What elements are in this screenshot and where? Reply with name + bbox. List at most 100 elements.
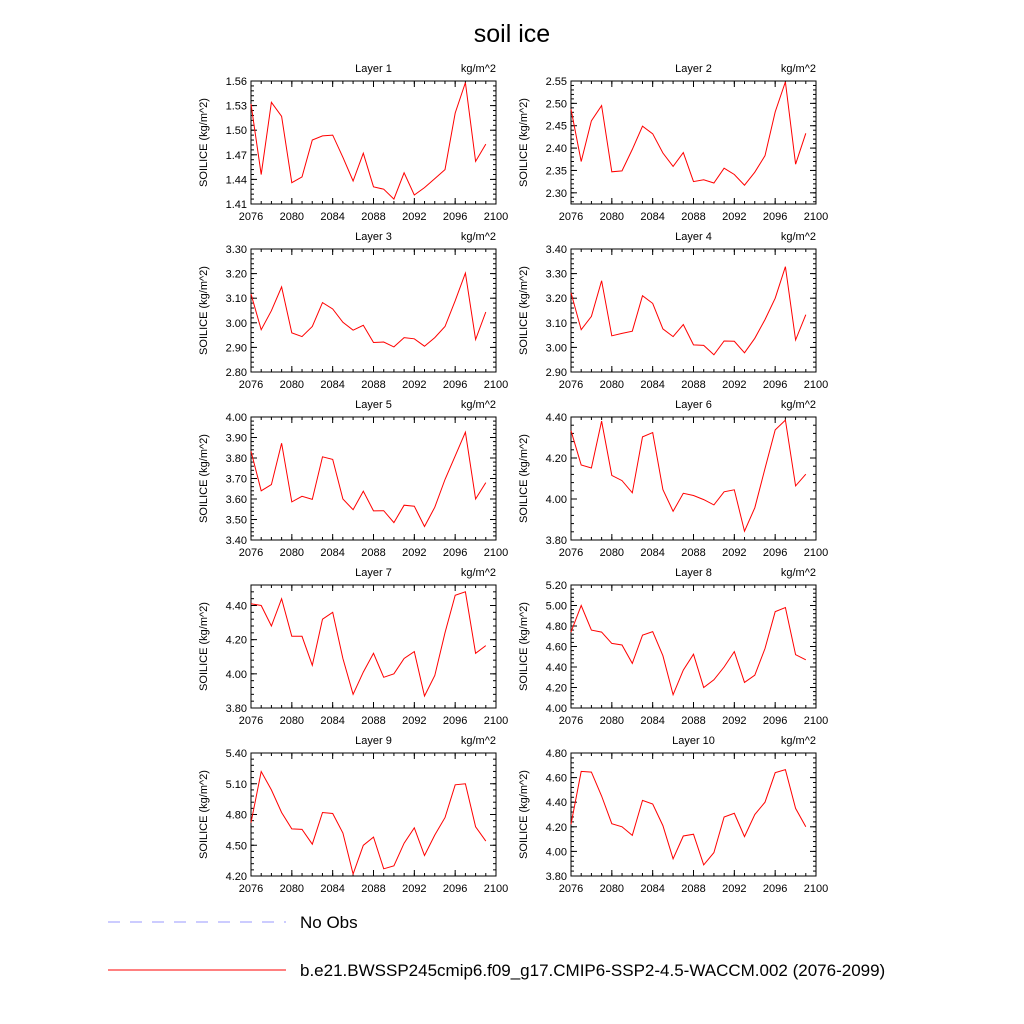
- panel-title: Layer 10: [672, 735, 715, 747]
- x-tick-label: 2092: [722, 883, 746, 895]
- x-tick-label: 2092: [402, 379, 426, 391]
- x-tick-label: 2084: [320, 379, 344, 391]
- panel-layer-3: 2076 2080 2084 2088 2092 2096 2100 2.80 2.90 3.00…: [198, 231, 508, 391]
- y-tick-label: 1.44: [226, 174, 247, 186]
- x-tick-label: 2096: [443, 883, 467, 895]
- x-tick-label: 2076: [239, 715, 263, 727]
- y-tick-label: 3.60: [226, 494, 247, 506]
- x-tick-label: 2092: [722, 547, 746, 559]
- x-tick-label: 2100: [804, 883, 828, 895]
- panel-layer-10: 2076 2080 2084 2088 2092 2096 2100 3.80 4.00 4.20…: [518, 735, 828, 895]
- y-tick-label: 3.90: [226, 433, 247, 445]
- x-tick-label: 2088: [361, 211, 385, 223]
- x-tick-label: 2080: [600, 715, 624, 727]
- y-tick-label: 2.90: [226, 342, 247, 354]
- y-tick-label: 3.10: [226, 293, 247, 305]
- y-tick-label: 2.80: [226, 367, 247, 379]
- panel-layer-7: 2076 2080 2084 2088 2092 2096 2100 3.80 4.00 4.20…: [198, 567, 508, 727]
- units-label: kg/m^2: [781, 231, 816, 243]
- panel-title: Layer 7: [355, 567, 392, 579]
- units-label: kg/m^2: [781, 735, 816, 747]
- x-tick-label: 2088: [361, 547, 385, 559]
- y-axis-label: SOILICE (kg/m^2): [198, 266, 210, 355]
- x-tick-label: 2096: [763, 379, 787, 391]
- panel-title: Layer 8: [675, 567, 712, 579]
- x-tick-label: 2080: [600, 211, 624, 223]
- plot-frame: [570, 416, 817, 541]
- x-tick-label: 2076: [559, 379, 583, 391]
- x-tick-label: 2100: [804, 715, 828, 727]
- series-line-model: [570, 81, 807, 186]
- x-tick-label: 2076: [239, 211, 263, 223]
- y-tick-label: 5.10: [226, 779, 247, 791]
- y-tick-label: 4.60: [546, 773, 567, 785]
- y-tick-label: 1.56: [226, 76, 247, 88]
- y-tick-label: 2.30: [546, 188, 567, 200]
- units-label: kg/m^2: [461, 399, 496, 411]
- x-tick-label: 2076: [559, 211, 583, 223]
- y-tick-label: 3.00: [546, 342, 567, 354]
- panel-title: Layer 4: [675, 231, 712, 243]
- y-tick-label: 2.50: [546, 98, 567, 110]
- y-tick-label: 4.00: [546, 703, 567, 715]
- x-tick-label: 2084: [320, 883, 344, 895]
- units-label: kg/m^2: [781, 63, 816, 75]
- x-tick-label: 2084: [320, 547, 344, 559]
- y-tick-label: 3.10: [546, 318, 567, 330]
- y-tick-label: 4.40: [546, 412, 567, 424]
- y-tick-label: 5.20: [546, 580, 567, 592]
- x-tick-label: 2076: [239, 883, 263, 895]
- y-tick-label: 4.20: [226, 871, 247, 883]
- plot-frame: [250, 248, 497, 373]
- y-axis-label: SOILICE (kg/m^2): [518, 434, 530, 523]
- x-tick-label: 2076: [559, 883, 583, 895]
- y-axis-label: SOILICE (kg/m^2): [518, 266, 530, 355]
- y-tick-label: 4.40: [226, 601, 247, 613]
- x-tick-label: 2084: [640, 379, 664, 391]
- y-tick-label: 2.90: [546, 367, 567, 379]
- x-tick-label: 2080: [280, 211, 304, 223]
- x-tick-label: 2076: [559, 715, 583, 727]
- plot-frame: [250, 752, 497, 877]
- panels-grid: 2076 2080 2084 2088 2092 2096 2100 1.41 1.44 1.47…: [198, 63, 828, 895]
- x-tick-label: 2100: [484, 211, 508, 223]
- panel-title: Layer 2: [675, 63, 712, 75]
- x-tick-label: 2088: [681, 211, 705, 223]
- y-tick-label: 3.00: [226, 318, 247, 330]
- y-tick-label: 4.00: [226, 669, 247, 681]
- x-tick-label: 2096: [443, 211, 467, 223]
- x-tick-label: 2076: [239, 379, 263, 391]
- x-tick-label: 2088: [681, 883, 705, 895]
- x-tick-label: 2080: [280, 883, 304, 895]
- x-tick-label: 2088: [361, 379, 385, 391]
- series-line-model: [250, 430, 487, 528]
- x-tick-label: 2092: [722, 211, 746, 223]
- y-tick-label: 3.80: [226, 703, 247, 715]
- y-axis-label: SOILICE (kg/m^2): [198, 770, 210, 859]
- legend-model-label: b.e21.BWSSP245cmip6.f09_g17.CMIP6-SSP2-4…: [300, 961, 885, 980]
- x-tick-label: 2088: [681, 715, 705, 727]
- y-tick-label: 4.20: [546, 822, 567, 834]
- y-axis-label: SOILICE (kg/m^2): [198, 434, 210, 523]
- y-tick-label: 2.45: [546, 121, 567, 133]
- series-line-model: [570, 266, 807, 356]
- x-tick-label: 2092: [722, 379, 746, 391]
- legend: No Obs b.e21.BWSSP245cmip6.f09_g17.CMIP6…: [108, 913, 885, 980]
- x-tick-label: 2100: [484, 379, 508, 391]
- y-tick-label: 4.20: [226, 635, 247, 647]
- y-tick-label: 4.00: [226, 412, 247, 424]
- x-tick-label: 2100: [484, 715, 508, 727]
- x-tick-label: 2076: [239, 547, 263, 559]
- x-tick-label: 2100: [484, 547, 508, 559]
- x-tick-label: 2100: [484, 883, 508, 895]
- units-label: kg/m^2: [781, 399, 816, 411]
- y-tick-label: 4.40: [546, 662, 567, 674]
- x-tick-label: 2076: [559, 547, 583, 559]
- y-tick-label: 1.50: [226, 125, 247, 137]
- y-tick-label: 1.47: [226, 150, 247, 162]
- x-tick-label: 2096: [763, 883, 787, 895]
- panel-title: Layer 3: [355, 231, 392, 243]
- y-tick-label: 5.40: [226, 748, 247, 760]
- y-tick-label: 4.20: [546, 683, 567, 695]
